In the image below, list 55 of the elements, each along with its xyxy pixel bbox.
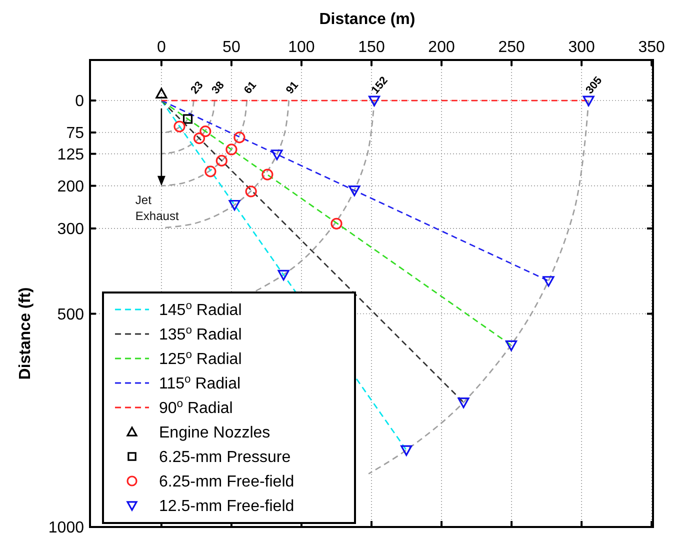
point [271,150,283,160]
x-tick-label: 150 [358,39,385,56]
annotation: 61 [242,79,260,96]
x-axis-title: Distance (m) [319,11,416,28]
y-tick-label: 75 [66,125,84,142]
x-tick-label: 100 [288,39,315,56]
point [278,270,290,281]
y-tick-label: 500 [57,306,84,324]
point [193,132,206,144]
legend-label: Engine Nozzles [159,424,270,442]
point [582,96,594,106]
y-tick-label: 1000 [48,520,84,537]
legend-label: 12.5-mm Free-field [159,498,294,516]
point [330,218,342,230]
point [458,398,470,408]
point [400,445,412,456]
legend-label: 90$^{o}$ Radial [159,398,233,418]
point [200,126,212,138]
annotation: 23 [188,79,206,96]
legend-label: 145$^{o}$ Radial [159,300,242,320]
point [204,166,216,178]
annotation: Jet Exhaust [135,192,180,223]
legend-label: 6.25-mm Pressure [159,449,291,466]
point [226,144,238,156]
point [262,168,274,180]
x-tick-label: 200 [428,39,455,56]
point [368,96,380,106]
legend-label: 135$^{o}$ Radial [159,324,242,344]
x-tick-label: 0 [156,39,166,56]
point [228,200,240,211]
annotation: 91 [284,79,302,96]
x-tick-label: 50 [222,39,240,56]
point [156,88,168,98]
point [182,114,193,124]
x-tick-label: 250 [498,39,525,56]
annotation: 38 [210,79,227,96]
y-tick-label: 200 [57,178,84,196]
y-tick-label: 300 [57,221,84,238]
y-tick-label: 125 [57,146,84,164]
legend-label: 125$^{o}$ Radial [159,349,242,368]
legend-label: 6.25-mm Free-field [159,474,294,491]
point [505,340,518,352]
legend-label: 115$^{o}$ Radial [159,374,241,393]
point [542,276,554,287]
point [174,120,186,132]
y-axis-title: Distance (ft) [17,287,34,380]
point [348,186,360,196]
y-tick-label: 0 [75,93,84,110]
point [234,132,246,144]
point [216,154,228,166]
annotation: 152 [369,74,390,96]
x-tick-label: 300 [568,39,596,56]
point [245,186,257,198]
annotation: 305 [584,74,605,96]
x-tick-label: 350 [638,39,666,56]
